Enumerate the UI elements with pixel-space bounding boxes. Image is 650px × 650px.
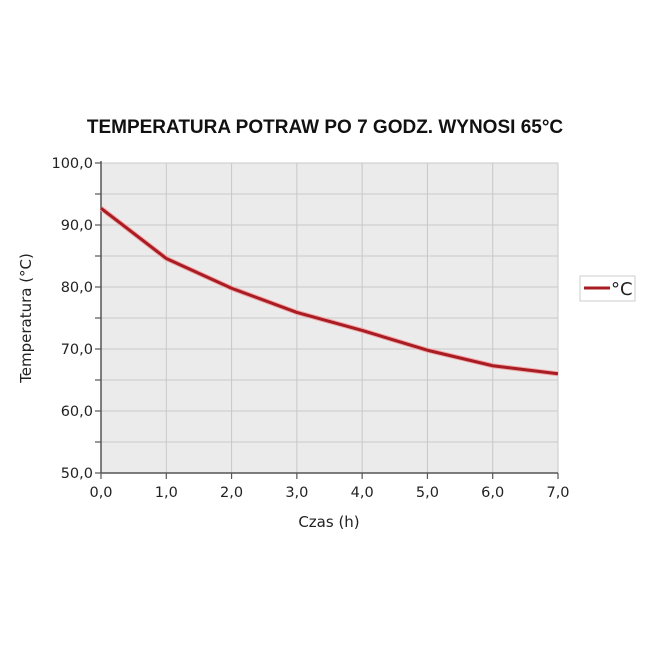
y-tick-label: 70,0 — [61, 342, 93, 358]
series-line — [100, 207, 559, 376]
x-tick-label: 7,0 — [546, 485, 569, 501]
x-tick-label: 4,0 — [351, 485, 374, 501]
x-tick-label: 5,0 — [416, 485, 439, 501]
x-tick-label: 2,0 — [220, 485, 243, 501]
series — [99, 206, 559, 377]
y-tick-label: 90,0 — [61, 218, 93, 234]
chart-title: TEMPERATURA POTRAW PO 7 GODZ. WYNOSI 65°… — [87, 117, 564, 138]
axes — [95, 161, 559, 479]
legend-label: °C — [611, 279, 633, 300]
tick-labels: 50,0 60,0 70,0 80,0 90,0 100,0 0,0 1,0 2,0 3,0 4,0… — [51, 156, 569, 501]
grid — [100, 162, 559, 474]
y-tick-label: 80,0 — [61, 280, 93, 296]
y-tick-label: 100,0 — [51, 156, 93, 172]
x-tick-label: 6,0 — [481, 485, 504, 501]
x-tick-label: 0,0 — [89, 485, 112, 501]
legend: °C — [579, 275, 636, 302]
x-tick-label: 1,0 — [155, 485, 178, 501]
x-axis-label: Czas (h) — [298, 513, 359, 531]
x-tick-label: 3,0 — [285, 485, 308, 501]
y-tick-label: 60,0 — [61, 404, 93, 420]
y-tick-label: 50,0 — [61, 466, 93, 482]
y-axis-label: Temperatura (°C) — [17, 253, 35, 384]
